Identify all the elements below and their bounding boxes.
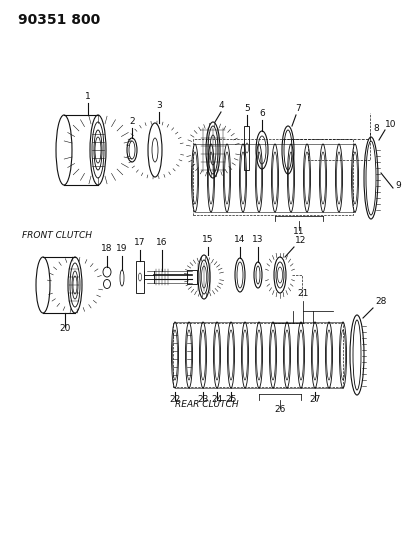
- Text: 1: 1: [85, 92, 91, 101]
- Text: 6: 6: [259, 109, 265, 118]
- Text: 27: 27: [310, 395, 321, 404]
- Text: 3: 3: [156, 101, 162, 110]
- Text: FRONT CLUTCH: FRONT CLUTCH: [22, 230, 92, 239]
- Text: 19: 19: [116, 244, 128, 253]
- Text: 7: 7: [295, 104, 301, 113]
- Text: 90351 800: 90351 800: [18, 13, 100, 27]
- Bar: [187, 270, 197, 284]
- Text: 12: 12: [295, 236, 306, 245]
- Text: 17: 17: [134, 238, 146, 247]
- Text: 10: 10: [385, 120, 397, 129]
- Text: 24: 24: [212, 395, 222, 404]
- Text: 16: 16: [156, 238, 168, 247]
- Text: 9: 9: [395, 181, 401, 190]
- Text: 22: 22: [169, 395, 181, 404]
- Text: 28: 28: [375, 297, 386, 306]
- Text: 23: 23: [197, 395, 209, 404]
- Text: 2: 2: [129, 117, 135, 126]
- Text: 14: 14: [234, 235, 246, 244]
- Bar: [193, 139, 353, 215]
- Text: 11: 11: [293, 227, 305, 236]
- Text: 25: 25: [225, 395, 237, 404]
- Text: 21: 21: [297, 289, 309, 298]
- Text: 4: 4: [218, 101, 224, 110]
- Text: 8: 8: [373, 124, 379, 133]
- Bar: [136, 261, 144, 293]
- Text: 18: 18: [101, 244, 113, 253]
- Bar: [173, 323, 343, 387]
- Text: 15: 15: [202, 235, 214, 244]
- Text: 20: 20: [59, 324, 71, 333]
- Bar: [244, 126, 249, 170]
- Text: 26: 26: [274, 405, 286, 414]
- Text: 5: 5: [244, 104, 250, 113]
- Text: REAR CLUTCH: REAR CLUTCH: [175, 400, 239, 409]
- Text: 13: 13: [252, 235, 264, 244]
